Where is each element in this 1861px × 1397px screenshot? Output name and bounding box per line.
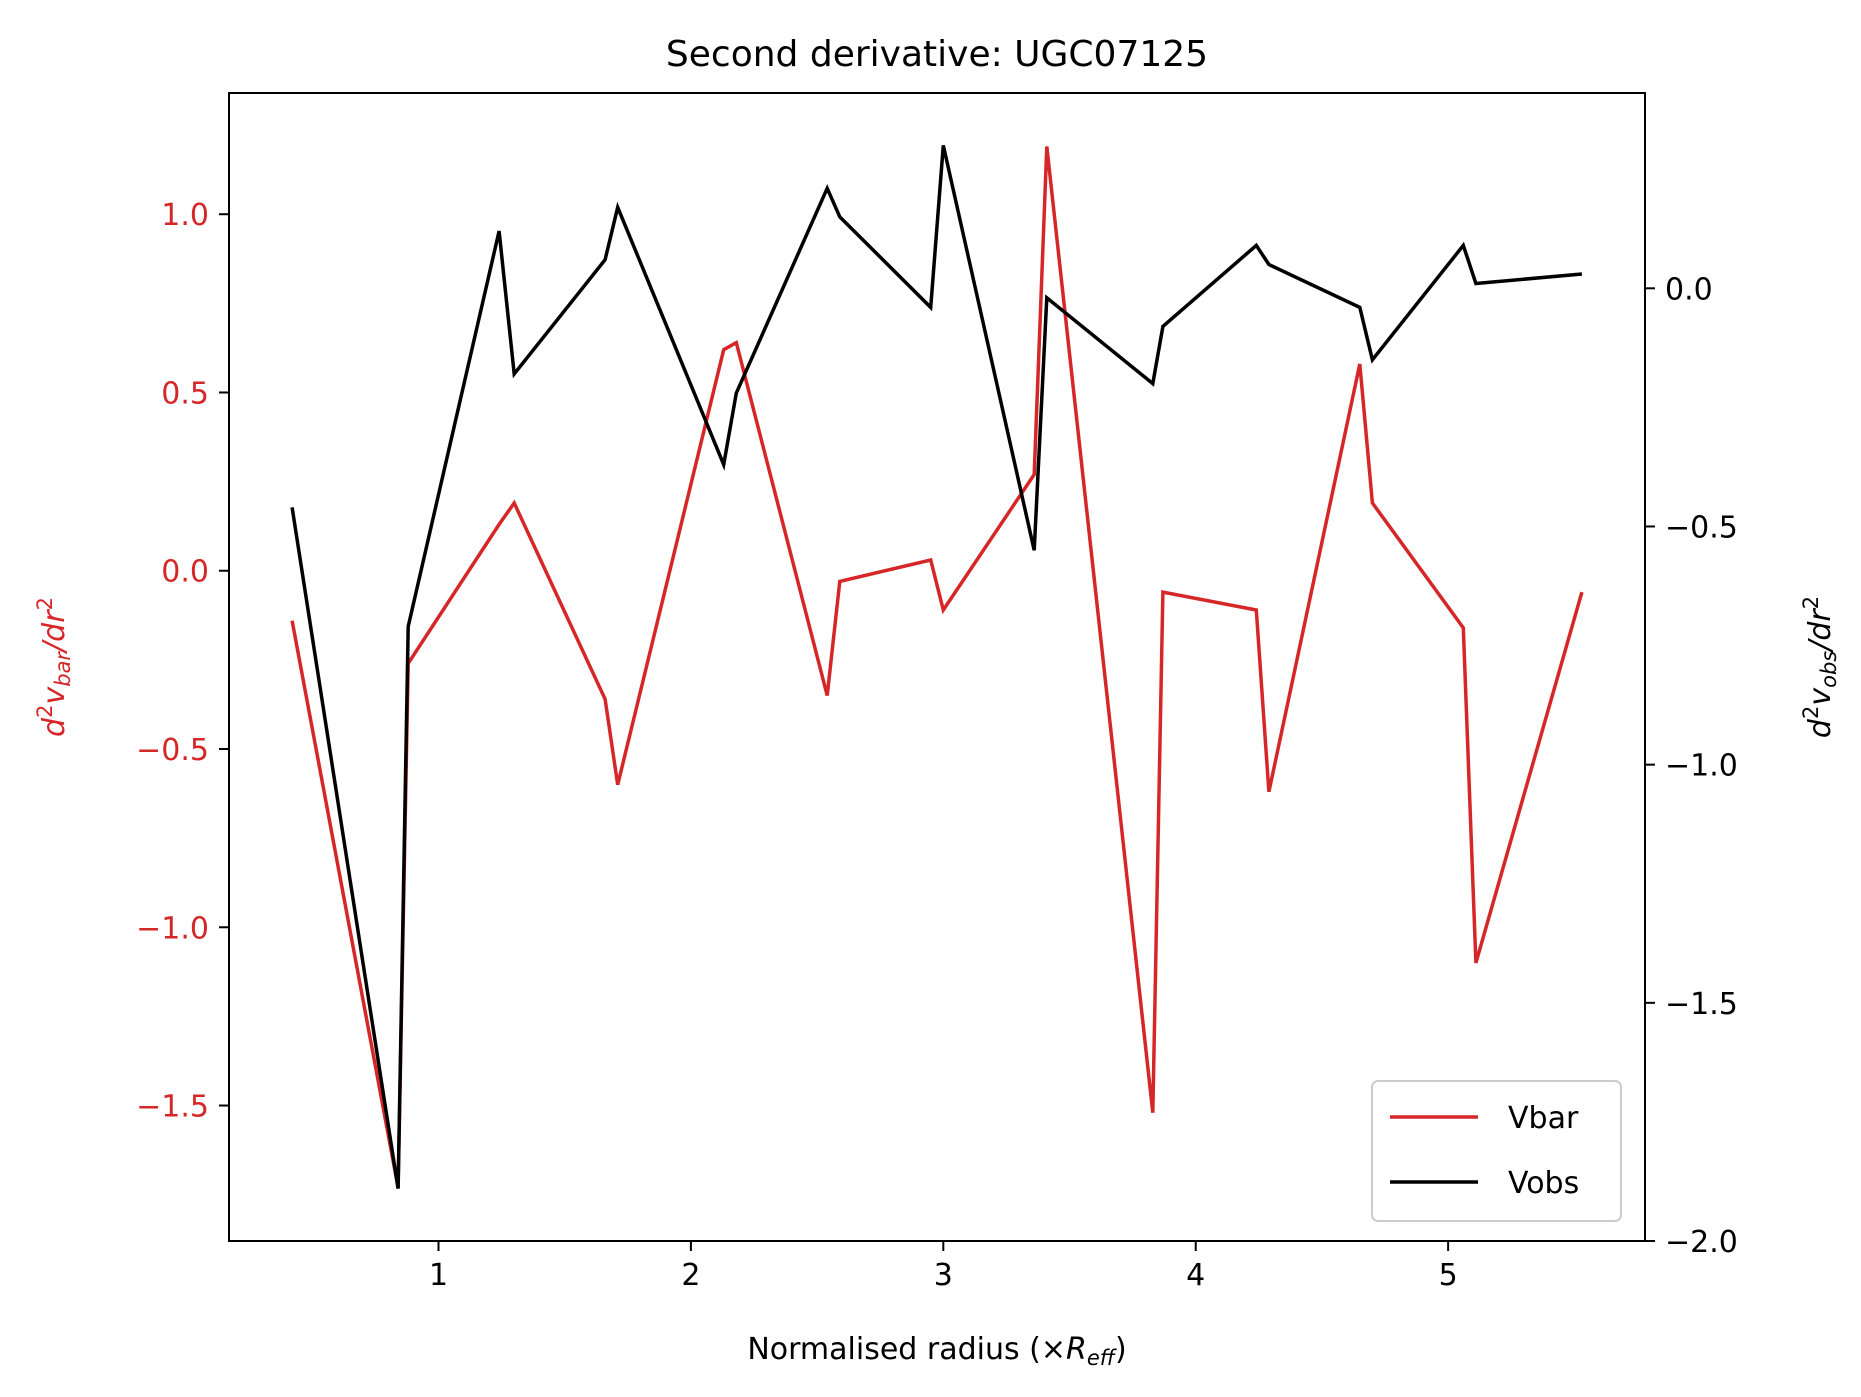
right-y-tick-label: −1.0	[1665, 749, 1738, 784]
right-y-label-dr: dr	[1803, 608, 1838, 641]
x-axis: 1 2 3 4 5	[429, 1241, 1458, 1293]
right-y-label-sup1: 2	[1799, 706, 1823, 719]
x-axis-label-symbol: R	[1066, 1332, 1087, 1367]
legend-box	[1371, 1080, 1622, 1222]
x-tick-label: 4	[1186, 1258, 1205, 1293]
right-y-label-d: d	[1803, 718, 1838, 738]
left-y-tick-label: −1.0	[136, 911, 209, 946]
left-y-tick-label: −0.5	[136, 733, 209, 768]
x-axis-label: Normalised radius (×Reff)	[747, 1332, 1126, 1370]
left-y-tick-label: −1.5	[136, 1090, 209, 1125]
chart-title: Second derivative: UGC07125	[666, 34, 1208, 75]
plot-area	[228, 92, 1646, 1242]
left-y-label-dr: dr	[37, 609, 72, 642]
left-y-axis-label: d2vbar/dr2	[33, 597, 75, 737]
series-lines	[290, 145, 1584, 1189]
x-tick-label: 2	[681, 1258, 700, 1293]
x-axis-label-close: )	[1115, 1332, 1127, 1367]
right-y-label-v: v	[1803, 687, 1838, 706]
right-y-tick-label: 0.0	[1665, 272, 1713, 307]
series-line-vbar	[290, 146, 1584, 1188]
left-y-label-sup1: 2	[33, 705, 57, 718]
x-tick-label: 1	[429, 1258, 448, 1293]
right-y-tick-label: −1.5	[1665, 987, 1738, 1022]
right-y-label-sup2: 2	[1799, 596, 1823, 609]
left-y-label-sub: bar	[51, 651, 75, 687]
right-y-axis: 0.0 −0.5 −1.0 −1.5 −2.0	[1645, 272, 1738, 1260]
right-y-axis-label: d2vobs/dr2	[1799, 596, 1841, 738]
left-y-label-d: d	[37, 717, 72, 737]
left-y-axis: 1.0 0.5 0.0 −0.5 −1.0 −1.5	[136, 198, 229, 1125]
left-y-label-sup2: 2	[33, 597, 57, 610]
left-y-label-slash: /	[37, 639, 72, 655]
right-y-label-slash: /	[1803, 638, 1838, 654]
legend: Vbar Vobs	[1371, 1080, 1622, 1222]
x-tick-label: 3	[934, 1258, 953, 1293]
left-y-tick-label: 0.5	[161, 376, 209, 411]
left-y-label-v: v	[37, 686, 72, 705]
legend-label-vobs: Vobs	[1508, 1166, 1579, 1201]
series-line-vobs	[290, 145, 1583, 1189]
x-axis-label-main: Normalised radius (×	[747, 1332, 1066, 1367]
right-y-tick-label: −2.0	[1665, 1225, 1738, 1260]
right-y-tick-label: −0.5	[1665, 510, 1738, 545]
x-axis-label-sub: eff	[1087, 1346, 1118, 1370]
right-y-label-sub: obs	[1817, 651, 1841, 688]
legend-label-vbar: Vbar	[1508, 1101, 1579, 1136]
x-tick-label: 5	[1439, 1258, 1458, 1293]
left-y-tick-label: 0.0	[161, 555, 209, 590]
left-y-tick-label: 1.0	[161, 198, 209, 233]
